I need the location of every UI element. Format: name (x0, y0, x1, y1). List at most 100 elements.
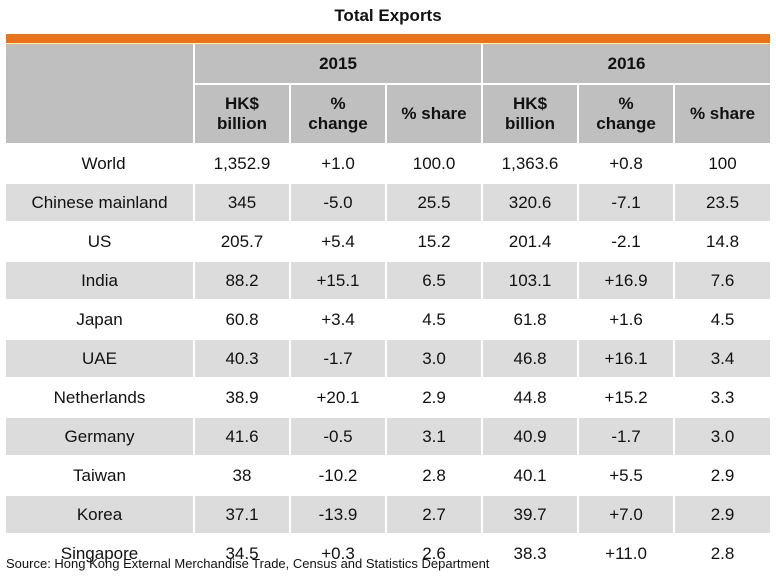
table-cell: 345 (194, 183, 291, 223)
table-cell: 100 (674, 144, 771, 184)
table-cell: +16.9 (578, 261, 676, 301)
table-row: Netherlands 38.9 +20.1 2.9 44.8 +15.2 3.3 (6, 378, 771, 418)
table-cell: 46.8 (482, 339, 580, 379)
table-cell: 2.9 (674, 495, 771, 535)
table-cell: 3.0 (386, 339, 484, 379)
table-cell: 100.0 (386, 144, 484, 184)
row-label: India (6, 261, 195, 301)
table-cell: +15.2 (578, 378, 676, 418)
header-year-2015: 2015 (194, 44, 484, 85)
chart-title: Total Exports (334, 6, 442, 25)
row-label: Japan (6, 300, 195, 340)
table-cell: 34.5 (194, 534, 291, 574)
header-col-label: % share (689, 104, 756, 123)
table-cell: +1.0 (290, 144, 387, 184)
table-cell: 23.5 (674, 183, 771, 223)
table-cell: 2.9 (386, 378, 484, 418)
header-col-change-2016: % change (578, 84, 676, 145)
header-row-years: 2015 2016 (6, 44, 771, 145)
table-cell: 6.5 (386, 261, 484, 301)
header-col-label: % share (401, 104, 467, 123)
table-row: World 1,352.9 +1.0 100.0 1,363.6 +0.8 100 (6, 144, 771, 184)
table-cell: -0.5 (290, 417, 387, 457)
table-cell: +1.6 (578, 300, 676, 340)
table-cell: 37.1 (194, 495, 291, 535)
table-cell: +0.8 (578, 144, 676, 184)
table-cell: 25.5 (386, 183, 484, 223)
table-cell: 2.6 (386, 534, 484, 574)
header-col-label: HK$ billion (505, 94, 556, 133)
table-cell: 41.6 (194, 417, 291, 457)
table-cell: 2.8 (674, 534, 771, 574)
header-col-hk-billion-2015: HK$ billion (194, 84, 291, 145)
row-label: World (6, 144, 195, 184)
table-cell: 3.4 (674, 339, 771, 379)
header-col-label: % change (308, 94, 368, 133)
row-label: Taiwan (6, 456, 195, 496)
header-col-share-2015: % share (386, 84, 484, 145)
table-cell: -5.0 (290, 183, 387, 223)
table-row: UAE 40.3 -1.7 3.0 46.8 +16.1 3.4 (6, 339, 771, 379)
table-cell: -1.7 (578, 417, 676, 457)
header-row-columns: HK$ billion % change % share HK$ billion… (6, 84, 771, 145)
table-cell: 205.7 (194, 222, 291, 262)
row-label: US (6, 222, 195, 262)
table-cell: 60.8 (194, 300, 291, 340)
table-cell: -13.9 (290, 495, 387, 535)
table-cell: -10.2 (290, 456, 387, 496)
table-cell: 320.6 (482, 183, 580, 223)
table-row: Korea 37.1 -13.9 2.7 39.7 +7.0 2.9 (6, 495, 771, 535)
table-cell: 7.6 (674, 261, 771, 301)
table-cell: 2.9 (674, 456, 771, 496)
table-cell: 38.3 (482, 534, 580, 574)
table-cell: 3.1 (386, 417, 484, 457)
table-cell: -1.7 (290, 339, 387, 379)
table-cell: 40.1 (482, 456, 580, 496)
table-cell: +11.0 (578, 534, 676, 574)
table-cell: 38.9 (194, 378, 291, 418)
header-corner (6, 44, 195, 145)
table-cell: +15.1 (290, 261, 387, 301)
table-cell: 38 (194, 456, 291, 496)
table-cell: 88.2 (194, 261, 291, 301)
row-label: Singapore (6, 534, 195, 574)
table-cell: +0.3 (290, 534, 387, 574)
header-col-share-2016: % share (674, 84, 771, 145)
table-row: Singapore 34.5 +0.3 2.6 38.3 +11.0 2.8 (6, 534, 771, 574)
table-cell: -2.1 (578, 222, 676, 262)
table-row: India 88.2 +15.1 6.5 103.1 +16.9 7.6 (6, 261, 771, 301)
accent-bar (6, 34, 770, 43)
header-col-change-2015: % change (290, 84, 387, 145)
table-row: Japan 60.8 +3.4 4.5 61.8 +1.6 4.5 (6, 300, 771, 340)
table-cell: 44.8 (482, 378, 580, 418)
row-label: UAE (6, 339, 195, 379)
header-col-label: HK$ billion (216, 94, 268, 133)
table-cell: 40.3 (194, 339, 291, 379)
exports-table: 2015 2016 HK$ billion % change % share H… (6, 44, 771, 574)
row-label: Korea (6, 495, 195, 535)
table-cell: 1,352.9 (194, 144, 291, 184)
table-cell: 4.5 (674, 300, 771, 340)
table-cell: 1,363.6 (482, 144, 580, 184)
table-cell: +20.1 (290, 378, 387, 418)
header-col-label: % change (596, 94, 656, 133)
table-row: Germany 41.6 -0.5 3.1 40.9 -1.7 3.0 (6, 417, 771, 457)
table-cell: 61.8 (482, 300, 580, 340)
table-cell: 103.1 (482, 261, 580, 301)
row-label: Netherlands (6, 378, 195, 418)
table-cell: +16.1 (578, 339, 676, 379)
table-cell: -7.1 (578, 183, 676, 223)
table-cell: 2.8 (386, 456, 484, 496)
table-row: US 205.7 +5.4 15.2 201.4 -2.1 14.8 (6, 222, 771, 262)
row-label: Chinese mainland (6, 183, 195, 223)
table-cell: 3.3 (674, 378, 771, 418)
header-year-2016: 2016 (482, 44, 771, 85)
source-note: Source: Hong Kong External Merchandise T… (6, 556, 490, 571)
table-cell: 3.0 (674, 417, 771, 457)
row-label: Germany (6, 417, 195, 457)
table-cell: 14.8 (674, 222, 771, 262)
table-row: Chinese mainland 345 -5.0 25.5 320.6 -7.1 23.5 (6, 183, 771, 223)
table-cell: +5.5 (578, 456, 676, 496)
table-cell: 4.5 (386, 300, 484, 340)
table-cell: +3.4 (290, 300, 387, 340)
